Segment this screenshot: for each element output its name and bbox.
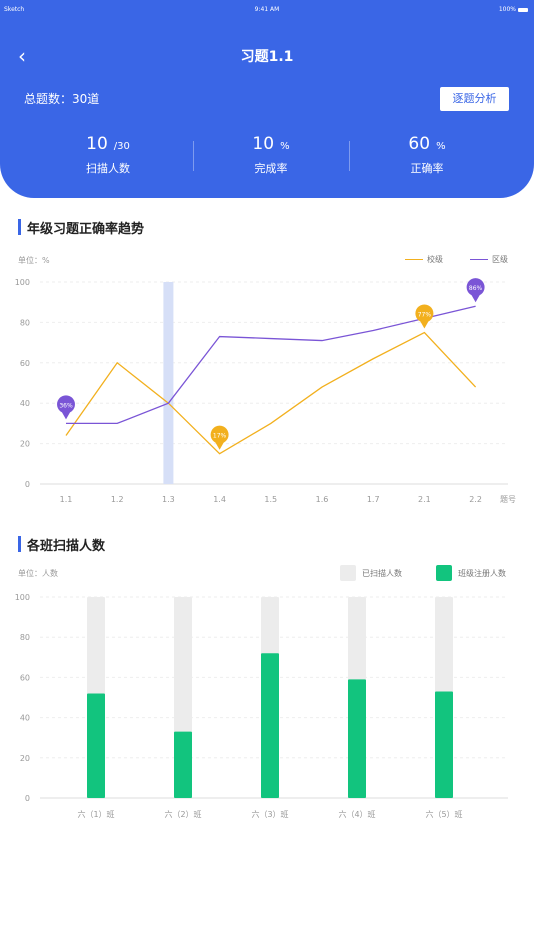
y-tick-label: 40 [20,399,30,408]
x-tick-label: 1.5 [264,495,277,504]
carrier: Sketch [4,6,25,13]
bar-registered [87,693,105,798]
bar-registered [174,731,192,798]
pin-label: 36% [59,402,73,409]
stat-unit: % [280,141,290,152]
stat-completion: 10% 完成率 [211,134,331,176]
header: Sketch 9:41 AM 100% ‹ 习题1.1 总题数：30道 逐题分析… [0,0,534,198]
stat-value: 60 [408,134,431,154]
x-tick-label: 六（5）班 [425,809,462,819]
x-tick-label: 六（4）班 [338,809,375,819]
stat-label: 完成率 [254,162,288,175]
pin-shape [415,304,434,329]
legend-district: 区级 [470,254,508,265]
page-title: 习题1.1 [240,49,294,65]
legend-swatch [470,258,488,261]
stat-label: 扫描人数 [86,162,130,175]
stat-accuracy: 60% 正确率 [367,134,487,176]
x-tick-label: 六（2）班 [164,809,201,819]
x-tick-label: 2.2 [469,495,482,504]
x-tick-label: 2.1 [418,495,431,504]
stat-unit: /30 [113,141,130,152]
pin-shape [466,278,485,303]
y-tick-label: 40 [20,714,30,723]
bar-registered [435,691,453,798]
y-tick-label: 80 [20,318,30,327]
status-time: 9:41 AM [254,6,280,13]
series-line-school [65,331,477,455]
x-tick-label: 1.2 [111,495,124,504]
y-tick-label: 100 [15,278,30,287]
pin-label: 17% [213,433,227,440]
y-tick-label: 60 [20,673,30,682]
stat-value: 10 [252,134,275,154]
y-tick-label: 20 [20,754,30,763]
class-unit-label: 单位：人数 [18,569,58,578]
series-line-district [66,305,476,425]
pin-shape [210,425,229,450]
y-tick-label: 80 [20,633,30,642]
legend-registered: 班级注册人数 [436,565,506,581]
y-tick-label: 0 [25,480,30,489]
battery-icon [518,7,528,12]
back-icon[interactable]: ‹ [18,44,26,68]
x-tick-label: 1.6 [316,495,329,504]
data-marker-pin: 17% [210,425,229,450]
pin-label: 77% [418,312,432,319]
x-axis-label: 题号 [500,495,516,504]
battery: 100% [499,6,528,13]
trend-section-title: 年级习题正确率趋势 [18,218,144,237]
y-tick-label: 100 [15,593,30,602]
class-section-title: 各班扫描人数 [18,535,105,554]
pin-label: 86% [469,285,483,292]
status-bar: Sketch 9:41 AM 100% [0,0,534,20]
data-marker-pin: 86% [466,278,485,303]
divider [349,141,350,171]
x-tick-label: 1.7 [367,495,380,504]
stat-value: 10 [86,134,108,154]
analyze-button[interactable]: 逐题分析 [440,87,509,111]
legend-label: 已扫描人数 [362,568,402,578]
x-tick-label: 1.4 [213,495,226,504]
x-tick-label: 六（1）班 [77,809,114,819]
trend-unit-label: 单位：% [18,256,50,265]
bar-registered [261,653,279,798]
legend-school: 校级 [405,254,443,265]
y-tick-label: 60 [20,359,30,368]
legend-label: 区级 [492,255,508,264]
legend-label: 班级注册人数 [458,568,506,578]
highlight-band [163,282,174,484]
class-bar-chart: 0 20 40 60 80 100 六（1）班 六（2）班 六（3）班 六（4）班 六（5）班 [15,593,508,819]
legend-label: 校级 [427,255,443,264]
legend-scanned: 已扫描人数 [340,565,402,581]
divider [193,141,194,171]
x-tick-label: 1.3 [162,495,175,504]
stat-label: 正确率 [410,162,444,175]
y-tick-label: 0 [25,794,30,803]
stat-scanned: 10/30 扫描人数 [48,134,168,176]
legend-swatch [405,258,423,261]
data-marker-pin: 77% [415,304,434,329]
x-tick-label: 1.1 [60,495,73,504]
trend-line-chart: 0 20 40 60 80 100 1.1 1.2 1.3 1.4 1.5 1.6 1.7 2.1 2.2 题… [15,278,516,504]
legend-swatch [340,565,356,581]
legend-swatch [436,565,452,581]
data-marker-pin: 36% [56,395,75,420]
stat-unit: % [436,141,446,152]
x-tick-label: 六（3）班 [251,809,288,819]
bar-registered [348,679,366,798]
total-questions: 总题数：30道 [24,92,100,106]
pin-shape [56,395,75,420]
y-tick-label: 20 [20,440,30,449]
